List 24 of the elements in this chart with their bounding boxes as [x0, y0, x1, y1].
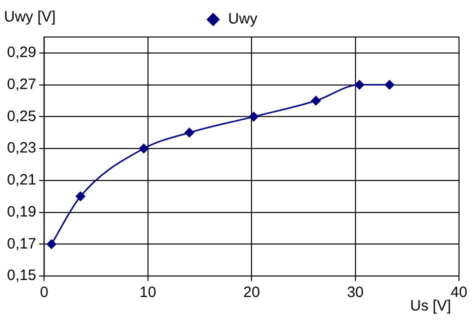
y-axis-title: Uwy [V] [4, 8, 56, 26]
x-tick-label: 40 [450, 284, 468, 302]
y-tick-label: 0,17 [6, 235, 36, 252]
x-tick-label: 30 [346, 284, 364, 302]
y-tick-label: 0,29 [6, 44, 36, 62]
point [354, 80, 364, 90]
point [248, 112, 258, 122]
point [46, 239, 56, 249]
x-tick-label: 0 [40, 284, 48, 302]
y-tick-label: 0,23 [6, 140, 36, 157]
y-tick-label: 0,27 [6, 76, 36, 93]
legend-label: Uwy [228, 10, 258, 28]
x-axis-title: Us [V] [410, 298, 451, 315]
y-tick-label: 0,15 [6, 267, 36, 284]
y-tick-label: 0,21 [6, 172, 36, 189]
point [384, 80, 394, 90]
x-tick-label: 10 [140, 284, 156, 302]
point [184, 128, 194, 138]
point [76, 192, 86, 202]
x-tick-label: 20 [243, 284, 260, 302]
point [311, 96, 321, 106]
y-tick-label: 0,25 [6, 108, 36, 125]
y-tick-label: 0,19 [6, 203, 36, 220]
point [139, 144, 148, 154]
